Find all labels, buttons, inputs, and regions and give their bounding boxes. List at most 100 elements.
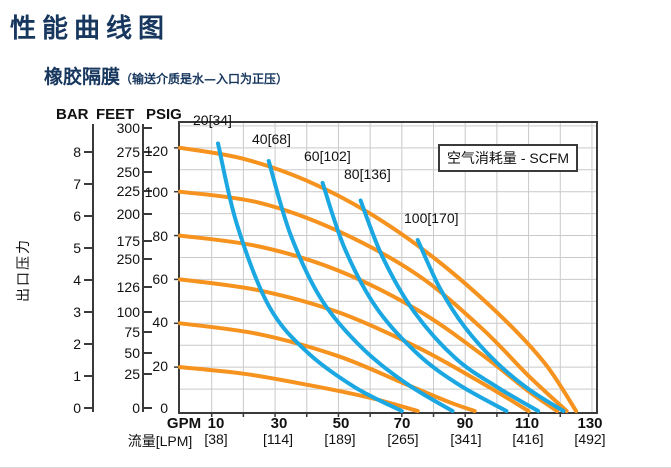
feet-tick: 225 (98, 182, 152, 200)
pressure-60psig-curve (178, 277, 531, 413)
feet-tick: 50 (98, 344, 152, 362)
air-40-scfm-curve (266, 159, 455, 413)
air-60-scfm-curve (320, 180, 509, 413)
feet-tick-mark (143, 258, 152, 260)
feet-tick-mark (143, 127, 152, 129)
x-axis-lpm-label: [189] (324, 431, 356, 447)
bar-tick-mark (84, 215, 93, 217)
feet-tick-label: 126 (116, 279, 140, 295)
feet-tick-mark (143, 352, 152, 354)
psig-tick: 100 (126, 183, 168, 201)
bar-tick-label: 2 (73, 336, 81, 352)
bar-tick: 7 (51, 175, 93, 193)
bar-tick-mark (84, 183, 93, 185)
unit-header: PSIG (146, 106, 182, 123)
bar-tick-label: 4 (73, 272, 81, 288)
feet-tick-mark (143, 331, 152, 333)
x-axis-gpm-label: 10 (207, 415, 225, 432)
x-axis-lpm-label: [416] (512, 431, 544, 447)
bar-tick: 2 (51, 335, 93, 353)
bar-tick-label: 5 (73, 240, 81, 256)
feet-tick-label: 25 (124, 366, 140, 382)
bar-tick: 4 (51, 271, 93, 289)
feet-tick: 126 (98, 278, 152, 296)
bar-tick: 5 (51, 239, 93, 257)
psig-tick: 80 (126, 227, 168, 245)
subtitle-main: 橡胶隔膜 (44, 66, 121, 88)
feet-tick-mark (143, 373, 152, 375)
bar-tick-mark (84, 343, 93, 345)
y-axis-title: 出口压力 (15, 238, 31, 302)
feet-tick: 175 (98, 232, 152, 250)
feet-tick-mark (143, 311, 152, 313)
feet-tick: 250 (98, 250, 152, 268)
psig-tick-label: 120 (144, 143, 168, 159)
pressure-100psig-curve (178, 189, 569, 413)
bar-tick: 6 (51, 207, 93, 225)
psig-tick: 60 (126, 270, 168, 288)
bar-tick-label: 1 (73, 368, 81, 384)
bar-tick-mark (84, 279, 93, 281)
feet-tick-label: 75 (124, 324, 140, 340)
feet-tick-mark (143, 213, 152, 215)
feet-tick: 0 (98, 399, 152, 417)
air-curve-label: 100[170] (404, 210, 459, 226)
legend-box: 空气消耗量 - SCFM (438, 144, 578, 172)
x-axis-gpm-label: GPM (166, 415, 202, 432)
bar-axis-line (92, 124, 94, 412)
psig-tick-label: 20 (152, 358, 168, 374)
x-axis-lpm-label: [114] (262, 431, 294, 447)
x-axis-gpm-label: 110 (514, 415, 540, 432)
air-80-scfm-curve (358, 198, 541, 413)
bar-tick-mark (84, 375, 93, 377)
bar-tick-label: 7 (73, 176, 81, 192)
feet-tick-mark (143, 171, 152, 173)
unit-header: BAR (56, 106, 89, 123)
feet-tick: 25 (98, 365, 152, 383)
feet-axis-line (142, 124, 144, 412)
feet-tick-label: 250 (116, 251, 140, 267)
feet-tick-mark (143, 240, 152, 242)
air-20-scfm-curve (216, 141, 404, 413)
x-axis-gpm-label: 70 (393, 415, 411, 432)
bar-tick-mark (84, 407, 93, 409)
x-axis-lpm-label: 流量[LPM] (127, 433, 193, 449)
air-curve-label: 60[102] (304, 148, 351, 164)
feet-tick: 200 (98, 205, 152, 223)
bar-tick-label: 3 (73, 304, 81, 320)
subtitle-note: （输送介质是水—入口为正压） (120, 72, 289, 86)
feet-tick-label: 100 (116, 304, 140, 320)
bar-tick-label: 6 (73, 208, 81, 224)
page-title: 性能曲线图 (10, 14, 171, 44)
psig-tick-label: 100 (144, 184, 168, 200)
psig-tick: 40 (126, 313, 168, 331)
legend-label: 空气消耗量 - SCFM (446, 150, 570, 166)
psig-tick: 0 (126, 399, 168, 417)
feet-tick-mark (143, 407, 152, 409)
bar-tick: 8 (51, 143, 93, 161)
pressure-120psig-curve (178, 145, 579, 413)
feet-tick-label: 225 (116, 183, 140, 199)
bar-tick-label: 8 (73, 144, 81, 160)
x-axis-lpm-label: [341] (450, 431, 482, 447)
bar-tick-label: 0 (73, 400, 81, 416)
x-axis-gpm-label: 130 (577, 415, 603, 432)
x-axis-gpm-label: 50 (332, 415, 350, 432)
air-curve-label: 20[34] (193, 112, 232, 128)
bar-tick: 0 (51, 399, 93, 417)
feet-tick-label: 200 (116, 206, 140, 222)
feet-tick: 75 (98, 323, 152, 341)
bar-tick-mark (84, 247, 93, 249)
bar-tick-mark (84, 151, 93, 153)
feet-tick-label: 50 (124, 345, 140, 361)
psig-tick-label: 60 (152, 271, 168, 287)
air-100-scfm-curve (415, 237, 566, 413)
feet-tick-mark (143, 286, 152, 288)
pressure-40psig-curve (178, 321, 477, 413)
feet-tick-label: 0 (132, 400, 140, 416)
psig-tick-label: 0 (160, 400, 168, 416)
feet-tick-mark (143, 151, 152, 153)
x-axis-lpm-label: [265] (387, 431, 419, 447)
bar-tick-mark (84, 311, 93, 313)
